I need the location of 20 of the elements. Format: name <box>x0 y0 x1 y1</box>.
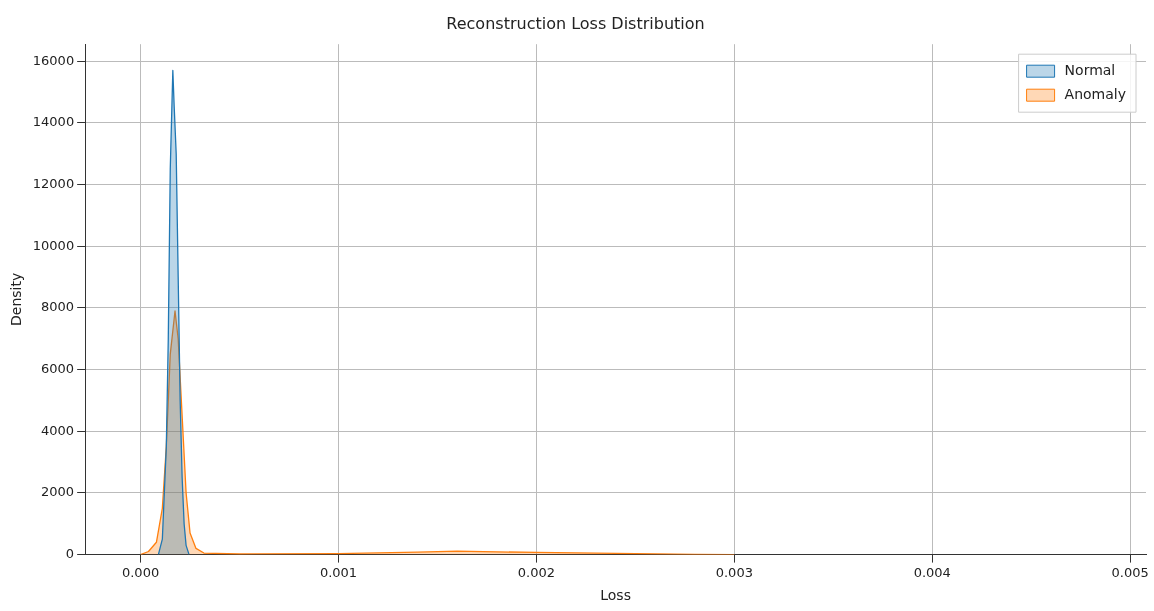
y-tick-label: 0 <box>65 545 75 561</box>
y-tick-label: 10000 <box>32 237 75 253</box>
x-tick-label: 0.000 <box>121 564 160 580</box>
y-tick-label: 12000 <box>32 175 75 191</box>
x-tick-label: 0.004 <box>913 564 951 580</box>
x-tick-label: 0.003 <box>715 564 753 580</box>
y-tick-label: 16000 <box>32 52 75 68</box>
y-tick-label: 4000 <box>41 422 75 438</box>
y-axis-title: Density <box>8 272 25 327</box>
y-tick-label: 2000 <box>41 484 75 500</box>
x-axis-title: Loss <box>600 587 631 604</box>
y-tick-label: 14000 <box>32 114 75 130</box>
y-tick-label: 8000 <box>41 299 75 315</box>
x-tick-label: 0.005 <box>1111 564 1149 580</box>
legend-label: Anomaly <box>1064 85 1127 102</box>
x-tick-label: 0.001 <box>319 564 358 580</box>
legend-label: Normal <box>1064 61 1116 78</box>
chart-title: Reconstruction Loss Distribution <box>446 13 705 33</box>
x-tick-label: 0.002 <box>517 564 556 580</box>
y-tick-label: 6000 <box>41 360 75 376</box>
